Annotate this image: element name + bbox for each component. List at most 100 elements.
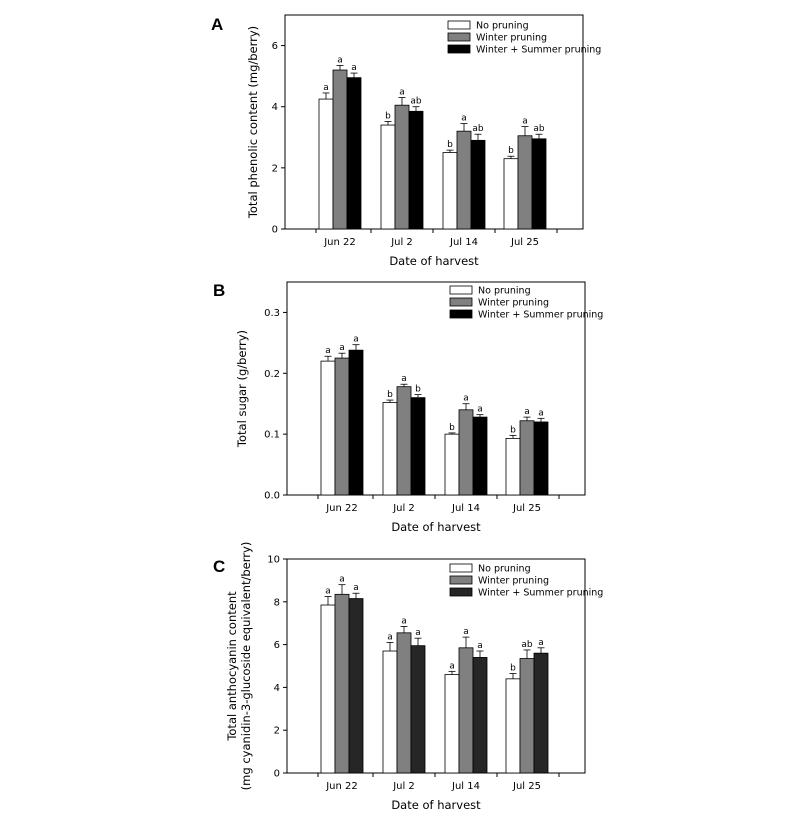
bar-b-s0-c0: [320, 360, 336, 496]
y-tick-label: 0.2: [264, 369, 280, 380]
significance-letter: a: [325, 346, 331, 356]
bar-a-s1-c3: [517, 135, 533, 230]
y-tick-label: 0: [272, 225, 278, 236]
legend-swatch: [447, 20, 471, 30]
y-tick-label: 4: [274, 683, 280, 694]
significance-letter: a: [449, 661, 455, 671]
significance-letter: b: [447, 140, 453, 150]
y-axis-title: Total sugar (g/berry): [235, 330, 249, 448]
y-axis-title: Total anthocyanin content: [225, 591, 239, 742]
bar-a-s1-c0: [332, 69, 348, 230]
significance-letter: a: [477, 641, 483, 651]
x-tick-label: Jul 14: [451, 503, 480, 514]
bar-c-s0-c1: [382, 650, 398, 774]
legend-label: No pruning: [478, 564, 531, 575]
x-axis-title: Date of harvest: [389, 254, 479, 268]
bar-c-s1-c3: [519, 658, 535, 774]
bar-a-s2-c3: [531, 138, 547, 230]
x-tick-label: Jul 25: [510, 237, 539, 248]
bar-b-s1-c3: [519, 420, 535, 496]
bar-b-s1-c2: [458, 409, 474, 496]
legend-label: Winter pruning: [476, 33, 547, 44]
significance-letter: a: [353, 335, 359, 345]
significance-letter: a: [463, 394, 469, 404]
panel-letter-b: B: [213, 281, 225, 300]
bar-c-s2-c0: [348, 598, 364, 774]
panel-letter-a: A: [211, 15, 223, 34]
x-tick-label: Jul 2: [392, 503, 415, 514]
legend-label: Winter + Summer pruning: [476, 45, 601, 56]
bar-b-s0-c2: [444, 433, 460, 496]
panel-letter-c: C: [213, 557, 225, 576]
legend-swatch: [449, 285, 473, 295]
y-tick-label: 0.0: [264, 491, 280, 502]
significance-letter: b: [508, 146, 514, 156]
significance-letter: b: [510, 425, 516, 435]
bar-c-s0-c2: [444, 674, 460, 774]
significance-letter: b: [387, 390, 393, 400]
significance-letter: a: [461, 114, 467, 124]
significance-letter: ab: [410, 97, 422, 107]
y-tick-label: 0.3: [264, 308, 280, 319]
significance-letter: a: [387, 632, 393, 642]
significance-letter: a: [538, 638, 544, 648]
x-tick-label: Jun 22: [323, 237, 356, 248]
x-tick-label: Jul 2: [390, 237, 413, 248]
significance-letter: a: [401, 374, 407, 384]
significance-letter: a: [351, 63, 357, 73]
bar-c-s2-c1: [410, 645, 426, 774]
bar-b-s1-c1: [396, 386, 412, 496]
significance-letter: a: [415, 628, 421, 638]
y-tick-label: 6: [274, 640, 280, 651]
legend-swatch: [447, 44, 471, 54]
legend-label: Winter pruning: [478, 298, 549, 309]
y-tick-label: 0: [274, 769, 280, 780]
x-axis-title: Date of harvest: [391, 798, 481, 812]
bar-c-s1-c1: [396, 632, 412, 774]
significance-letter: a: [401, 616, 407, 626]
x-tick-label: Jul 25: [512, 781, 541, 792]
significance-letter: a: [463, 627, 469, 637]
significance-letter: a: [538, 408, 544, 418]
legend-label: No pruning: [476, 21, 529, 32]
y-tick-label: 6: [272, 41, 278, 52]
bar-c-s0-c3: [505, 678, 521, 774]
x-tick-label: Jun 22: [325, 781, 358, 792]
legend-label: Winter pruning: [478, 576, 549, 587]
bar-c-s2-c3: [533, 652, 549, 774]
significance-letter: a: [477, 405, 483, 415]
significance-letter: a: [323, 83, 329, 93]
legend-swatch: [447, 32, 471, 42]
bar-c-s2-c2: [472, 657, 488, 774]
y-tick-label: 10: [267, 555, 280, 566]
bar-b-s1-c0: [334, 357, 350, 496]
bar-a-s2-c0: [346, 77, 362, 230]
legend-label: Winter + Summer pruning: [478, 310, 603, 321]
significance-letter: a: [353, 583, 359, 593]
bar-b-s2-c3: [533, 421, 549, 496]
y-axis-title-line2: (mg cyanidin-3-glucoside equivalent/berr…: [239, 542, 253, 791]
significance-letter: a: [339, 575, 345, 585]
legend-swatch: [449, 297, 473, 307]
y-tick-label: 2: [272, 163, 278, 174]
bar-b-s2-c1: [410, 397, 426, 496]
bar-b-s0-c3: [505, 438, 521, 496]
x-tick-label: Jul 14: [449, 237, 478, 248]
bar-a-s2-c2: [470, 139, 486, 230]
x-tick-label: Jul 2: [392, 781, 415, 792]
x-tick-label: Jun 22: [325, 503, 358, 514]
significance-letter: ab: [533, 124, 545, 134]
significance-letter: a: [524, 407, 530, 417]
legend-swatch: [449, 309, 473, 319]
bar-b-s2-c2: [472, 416, 488, 496]
x-tick-label: Jul 25: [512, 503, 541, 514]
significance-letter: a: [339, 343, 345, 353]
bar-a-s0-c2: [442, 152, 458, 230]
